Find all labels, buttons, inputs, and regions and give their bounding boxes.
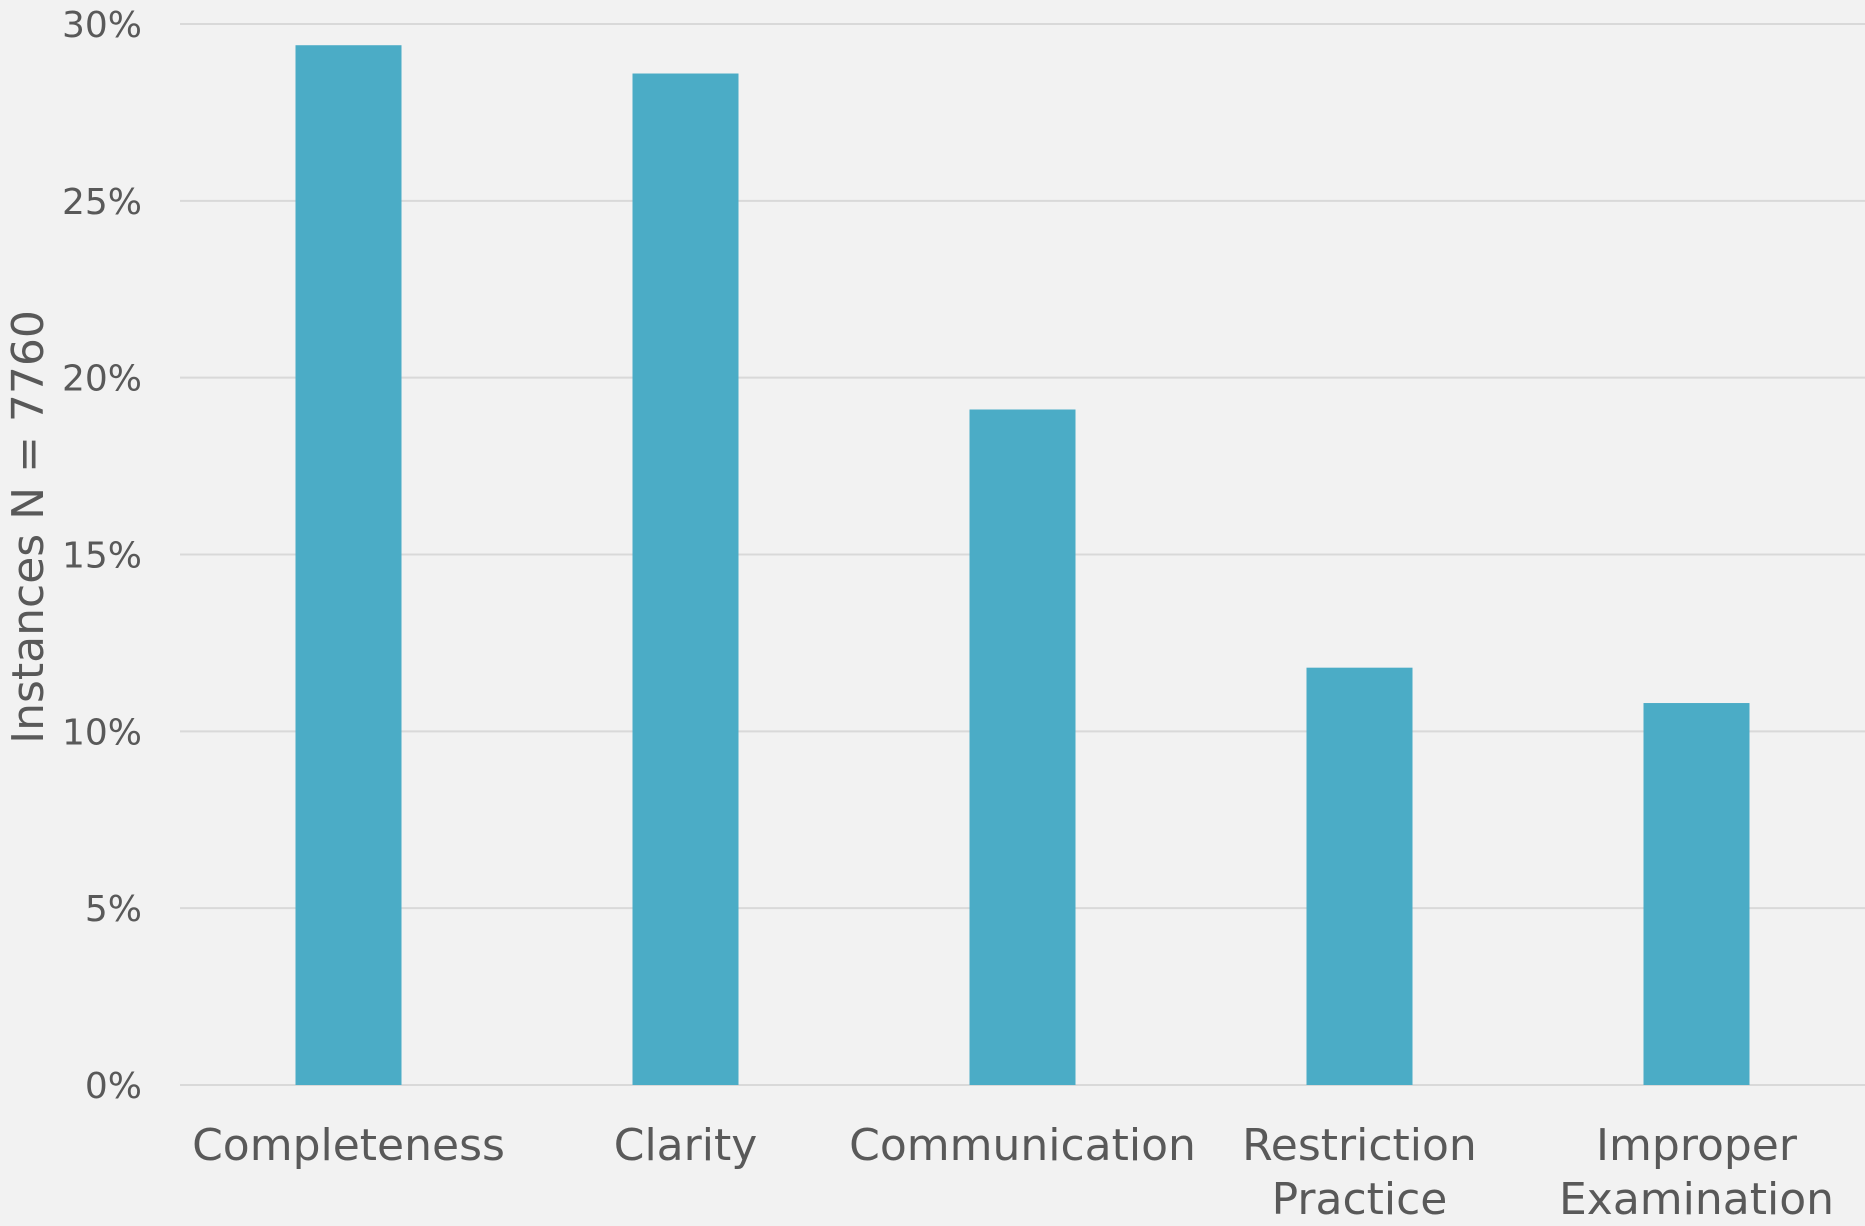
x-category-label: Improper Examination — [1559, 1120, 1834, 1222]
x-category-label: Completeness — [192, 1120, 505, 1171]
y-tick-label: 10% — [62, 712, 142, 753]
y-axis-ticks: 0% 5% 10% 15% 20% 25% 30% — [62, 5, 142, 1107]
y-tick-label: 5% — [85, 889, 142, 930]
bar-clarity — [632, 73, 739, 1086]
bar-communication — [969, 409, 1076, 1085]
y-tick-label: 30% — [62, 5, 142, 46]
bar-restriction-practice — [1306, 667, 1413, 1085]
x-category-label: Communication — [849, 1120, 1196, 1171]
x-category-label: Clarity — [614, 1120, 758, 1171]
x-category-label: Restriction Practice — [1242, 1120, 1477, 1222]
bar-completeness — [295, 45, 402, 1086]
bar-improper-examination — [1643, 703, 1750, 1085]
y-tick-label: 15% — [62, 536, 142, 577]
y-tick-label: 25% — [62, 182, 142, 223]
y-tick-label: 20% — [62, 359, 142, 400]
x-axis-categories: Completeness Clarity Communication Restrict… — [192, 1120, 1834, 1225]
y-tick-label: 0% — [85, 1066, 142, 1107]
bars — [295, 45, 1750, 1086]
y-axis-title: Instances N = 7760 — [3, 310, 54, 744]
